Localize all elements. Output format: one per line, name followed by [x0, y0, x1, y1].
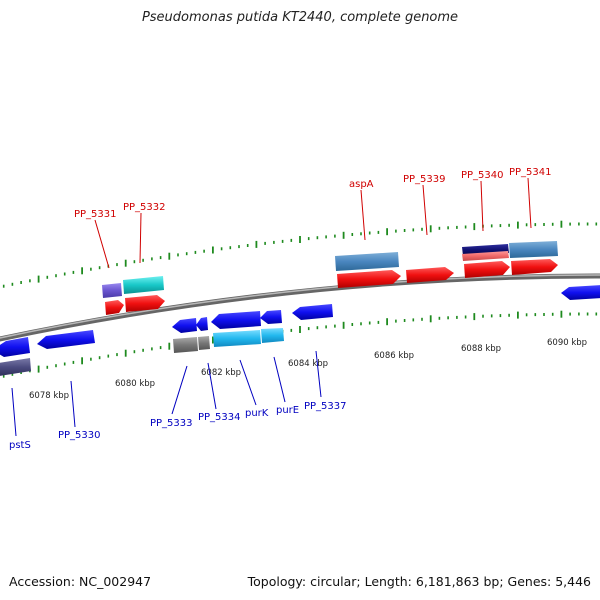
gene-block[interactable]	[102, 283, 122, 298]
gene-label-pp5332[interactable]: PP_5332	[123, 202, 166, 213]
gene-block[interactable]	[173, 337, 198, 353]
tick-label: 6086 kbp	[374, 351, 414, 361]
gene-arrow[interactable]	[0, 337, 30, 357]
gene-arrow[interactable]	[105, 300, 124, 315]
genome-backbone	[0, 273, 600, 342]
gene-block[interactable]	[198, 336, 210, 350]
gene-label-aspa[interactable]: aspA	[349, 179, 374, 190]
genome-summary-text: Topology: circular; Length: 6,181,863 bp…	[247, 574, 591, 589]
tick-label: 6080 kbp	[115, 379, 155, 389]
gene-label-pure[interactable]: purE	[276, 405, 299, 416]
tick-label: 6090 kbp	[547, 338, 587, 348]
tick-label: 6084 kbp	[288, 359, 328, 369]
gene-arrow[interactable]	[196, 317, 208, 331]
gene-block[interactable]	[213, 330, 261, 347]
genome-backbone-highlight	[0, 274, 600, 339]
gene-label-purk[interactable]: purK	[245, 408, 269, 419]
gene-arrow[interactable]	[211, 311, 261, 329]
gene-block[interactable]	[261, 328, 284, 343]
gene-label-pp5340[interactable]: PP_5340	[461, 170, 504, 181]
gene-label-pp5334[interactable]: PP_5334	[198, 412, 241, 423]
tick-label: 6078 kbp	[29, 391, 69, 401]
gene-arrow[interactable]	[464, 261, 510, 278]
gene-arrow[interactable]	[37, 330, 95, 349]
gene-label-pp5339[interactable]: PP_5339	[403, 174, 446, 185]
gene-arrow[interactable]	[511, 259, 558, 275]
gene-label-psts[interactable]: pstS	[9, 440, 31, 451]
bottom-leader-lines	[11, 350, 322, 437]
gene-arrow[interactable]	[172, 318, 197, 333]
gene-label-pp5331[interactable]: PP_5331	[74, 209, 117, 220]
gene-block[interactable]	[0, 358, 31, 376]
gene-arrow[interactable]	[125, 295, 165, 312]
tick-label: 6088 kbp	[461, 344, 501, 354]
gene-arrow[interactable]	[337, 270, 401, 288]
gene-label-pp5330[interactable]: PP_5330	[58, 430, 101, 441]
gene-block[interactable]	[335, 252, 399, 271]
scale-ticks	[2, 220, 598, 378]
map-title: Pseudomonas putida KT2440, complete geno…	[141, 10, 459, 25]
top-leader-lines	[94, 177, 532, 269]
gene-arrow[interactable]	[292, 304, 333, 320]
gene-block[interactable]	[123, 276, 164, 294]
gene-label-pp5333[interactable]: PP_5333	[150, 418, 193, 429]
gene-label-pp5337[interactable]: PP_5337	[304, 401, 347, 412]
gene-block[interactable]	[509, 241, 558, 258]
gene-label-pp5341[interactable]: PP_5341	[509, 167, 552, 178]
gene-arrow[interactable]	[561, 285, 600, 300]
tick-label: 6082 kbp	[201, 368, 241, 378]
gene-arrow[interactable]	[260, 310, 282, 324]
gene-arrow[interactable]	[406, 267, 454, 283]
accession-text: Accession: NC_002947	[9, 574, 152, 589]
gene-block[interactable]	[462, 251, 509, 261]
